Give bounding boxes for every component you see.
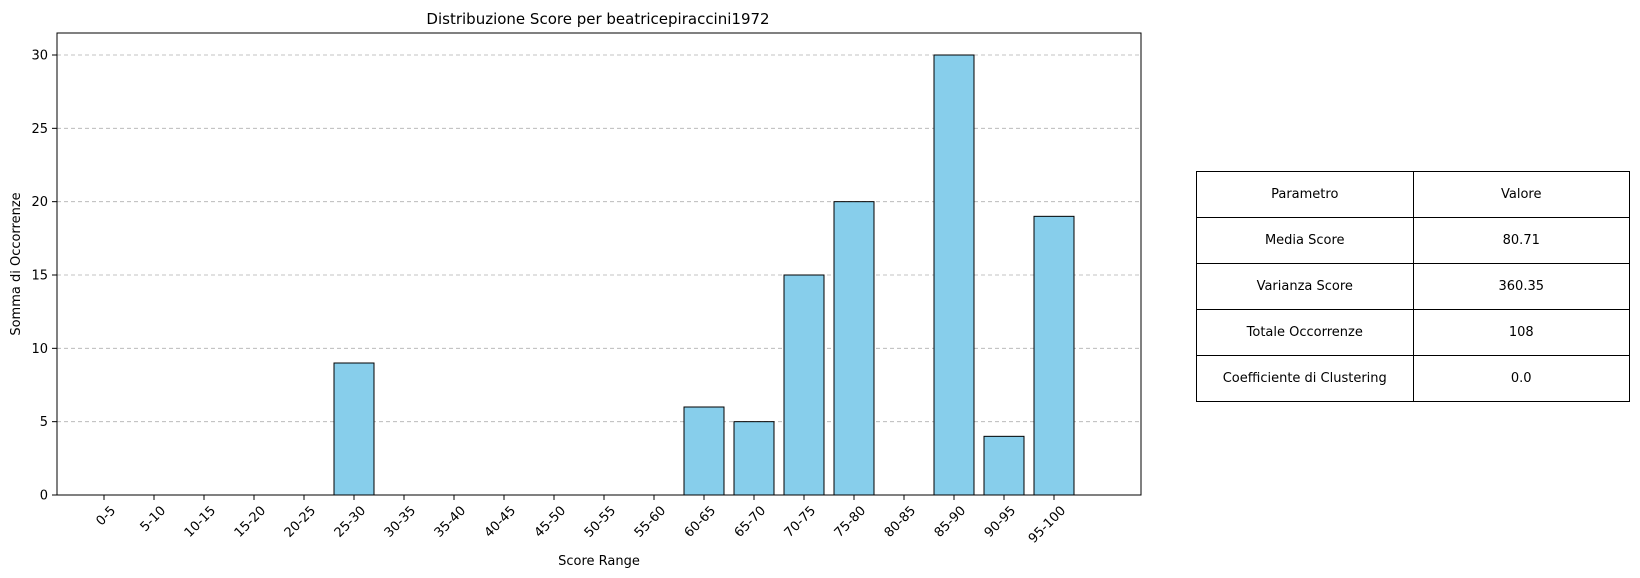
x-tick-label: 10-15 xyxy=(182,503,219,540)
y-tick-label: 5 xyxy=(40,415,48,430)
table-row: Totale Occorrenze 108 xyxy=(1196,309,1630,356)
bar-70-75 xyxy=(783,274,825,496)
bar-85-90 xyxy=(933,54,975,496)
y-axis-label: Somma di Occorrenze xyxy=(9,192,24,335)
x-tick-label: 35-40 xyxy=(432,503,469,540)
bar-chart: Distribuzione Score per beatricepiraccin… xyxy=(9,10,1142,569)
bar-65-70 xyxy=(733,421,775,496)
y-tick-label: 0 xyxy=(40,489,48,504)
x-axis: 0-5 5-10 10-15 15-20 20-25 25-30 30-35 35-40 40-… xyxy=(93,495,1069,547)
table-row: Coefficiente di Clustering 0.0 xyxy=(1196,355,1630,402)
y-tick-label: 20 xyxy=(31,195,48,210)
bar-75-80 xyxy=(833,201,875,496)
x-tick-label: 5-10 xyxy=(138,503,169,534)
x-tick-label: 55-60 xyxy=(632,503,669,540)
y-tick-label: 10 xyxy=(31,342,48,357)
y-axis: 0 5 10 15 20 25 30 xyxy=(31,49,57,504)
x-tick-label: 50-55 xyxy=(582,503,619,540)
value-cell: 0.0 xyxy=(1412,355,1630,402)
value-cell: 360.35 xyxy=(1412,263,1630,310)
param-cell: Coefficiente di Clustering xyxy=(1196,355,1414,402)
param-cell: Varianza Score xyxy=(1196,263,1414,310)
value-cell: 80.71 xyxy=(1412,217,1630,264)
bar-25-30 xyxy=(333,362,375,496)
stats-table: Parametro Valore Media Score 80.71 Varia… xyxy=(1196,171,1630,402)
grid-lines xyxy=(57,54,1141,496)
header-parametro: Parametro xyxy=(1196,171,1414,218)
table-row: Media Score 80.71 xyxy=(1196,217,1630,264)
header-valore: Valore xyxy=(1412,171,1630,218)
bar-90-95 xyxy=(983,435,1025,496)
x-tick-label: 40-45 xyxy=(482,503,519,540)
bar-95-100 xyxy=(1033,215,1075,496)
x-tick-label: 95-100 xyxy=(1026,503,1069,546)
x-tick-label: 45-50 xyxy=(532,503,569,540)
y-tick-label: 15 xyxy=(31,269,48,284)
x-tick-label: 20-25 xyxy=(282,503,319,540)
x-tick-label: 90-95 xyxy=(982,503,1019,540)
x-axis-label: Score Range xyxy=(558,554,640,569)
value-cell: 108 xyxy=(1412,309,1630,356)
table-header-row: Parametro Valore xyxy=(1196,171,1630,218)
x-tick-label: 85-90 xyxy=(932,503,969,540)
x-tick-label: 65-70 xyxy=(732,503,769,540)
param-cell: Totale Occorrenze xyxy=(1196,309,1414,356)
bars xyxy=(333,54,1075,496)
x-tick-label: 30-35 xyxy=(382,503,419,540)
x-tick-label: 0-5 xyxy=(93,503,119,529)
x-tick-label: 25-30 xyxy=(332,503,369,540)
chart-title: Distribuzione Score per beatricepiraccin… xyxy=(426,10,769,28)
param-cell: Media Score xyxy=(1196,217,1414,264)
x-tick-label: 60-65 xyxy=(682,503,719,540)
x-tick-label: 80-85 xyxy=(882,503,919,540)
x-tick-label: 70-75 xyxy=(782,503,819,540)
y-tick-label: 30 xyxy=(31,49,48,64)
x-tick-label: 15-20 xyxy=(232,503,269,540)
y-tick-label: 25 xyxy=(31,122,48,137)
x-tick-label: 75-80 xyxy=(832,503,869,540)
bar-60-65 xyxy=(683,406,725,496)
plot-frame xyxy=(56,32,1142,496)
table-row: Varianza Score 360.35 xyxy=(1196,263,1630,310)
